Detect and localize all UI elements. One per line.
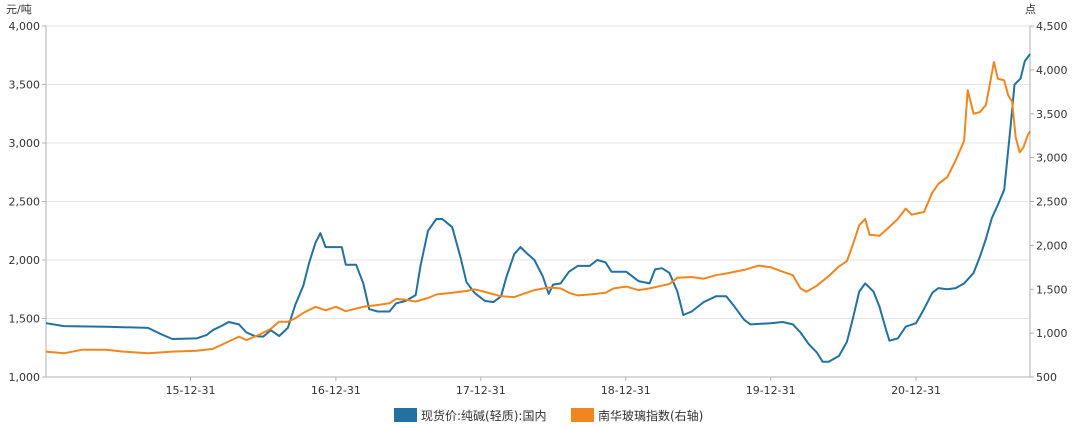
legend-label-soda-ash: 现货价:纯碱(轻质):国内 — [421, 408, 546, 423]
right-tick-label: 3,000 — [1036, 152, 1068, 165]
left-tick-label: 2,000 — [9, 254, 41, 267]
legend[interactable]: 现货价:纯碱(轻质):国内 南华玻璃指数(右轴) — [394, 408, 703, 423]
left-tick-label: 3,000 — [9, 137, 41, 150]
legend-swatch-soda-ash — [394, 408, 417, 422]
left-axis-unit: 元/吨 — [6, 3, 32, 16]
right-tick-label: 1,500 — [1036, 283, 1068, 296]
x-axis-ticks: 15-12-31 16-12-31 17-12-31 18-12-31 19-12-31… — [166, 377, 941, 397]
right-tick-label: 4,500 — [1036, 20, 1068, 33]
right-tick-label: 500 — [1036, 371, 1057, 384]
left-tick-label: 3,500 — [9, 79, 41, 92]
right-tick-label: 4,000 — [1036, 64, 1068, 77]
x-tick-label: 19-12-31 — [746, 384, 796, 397]
right-tick-label: 2,000 — [1036, 239, 1068, 252]
legend-swatch-glass-index — [571, 408, 594, 422]
legend-label-glass-index: 南华玻璃指数(右轴) — [598, 408, 703, 423]
x-tick-label: 15-12-31 — [166, 384, 216, 397]
left-tick-label: 1,000 — [9, 371, 41, 384]
right-axis-ticks: 500 1,000 1,500 2,000 2,500 3,000 3,500 4,000 4,… — [1030, 20, 1068, 384]
grid-lines — [46, 25, 1030, 319]
right-tick-label: 1,000 — [1036, 327, 1068, 340]
series-lines — [45, 53, 1031, 363]
x-tick-label: 16-12-31 — [311, 384, 361, 397]
x-tick-label: 17-12-31 — [456, 384, 506, 397]
x-tick-label: 20-12-31 — [891, 384, 941, 397]
right-axis-unit: 点 — [1025, 3, 1036, 16]
left-tick-label: 1,500 — [9, 313, 41, 326]
left-axis-ticks: 1,000 1,500 2,000 2,500 3,000 3,500 4,000 — [9, 20, 46, 384]
right-tick-label: 3,500 — [1036, 108, 1068, 121]
left-tick-label: 2,500 — [9, 196, 41, 209]
series-line-soda-ash — [45, 53, 1031, 363]
x-tick-label: 18-12-31 — [601, 384, 651, 397]
right-tick-label: 2,500 — [1036, 196, 1068, 209]
left-tick-label: 4,000 — [9, 20, 41, 33]
series-line-glass-index — [45, 61, 1031, 355]
